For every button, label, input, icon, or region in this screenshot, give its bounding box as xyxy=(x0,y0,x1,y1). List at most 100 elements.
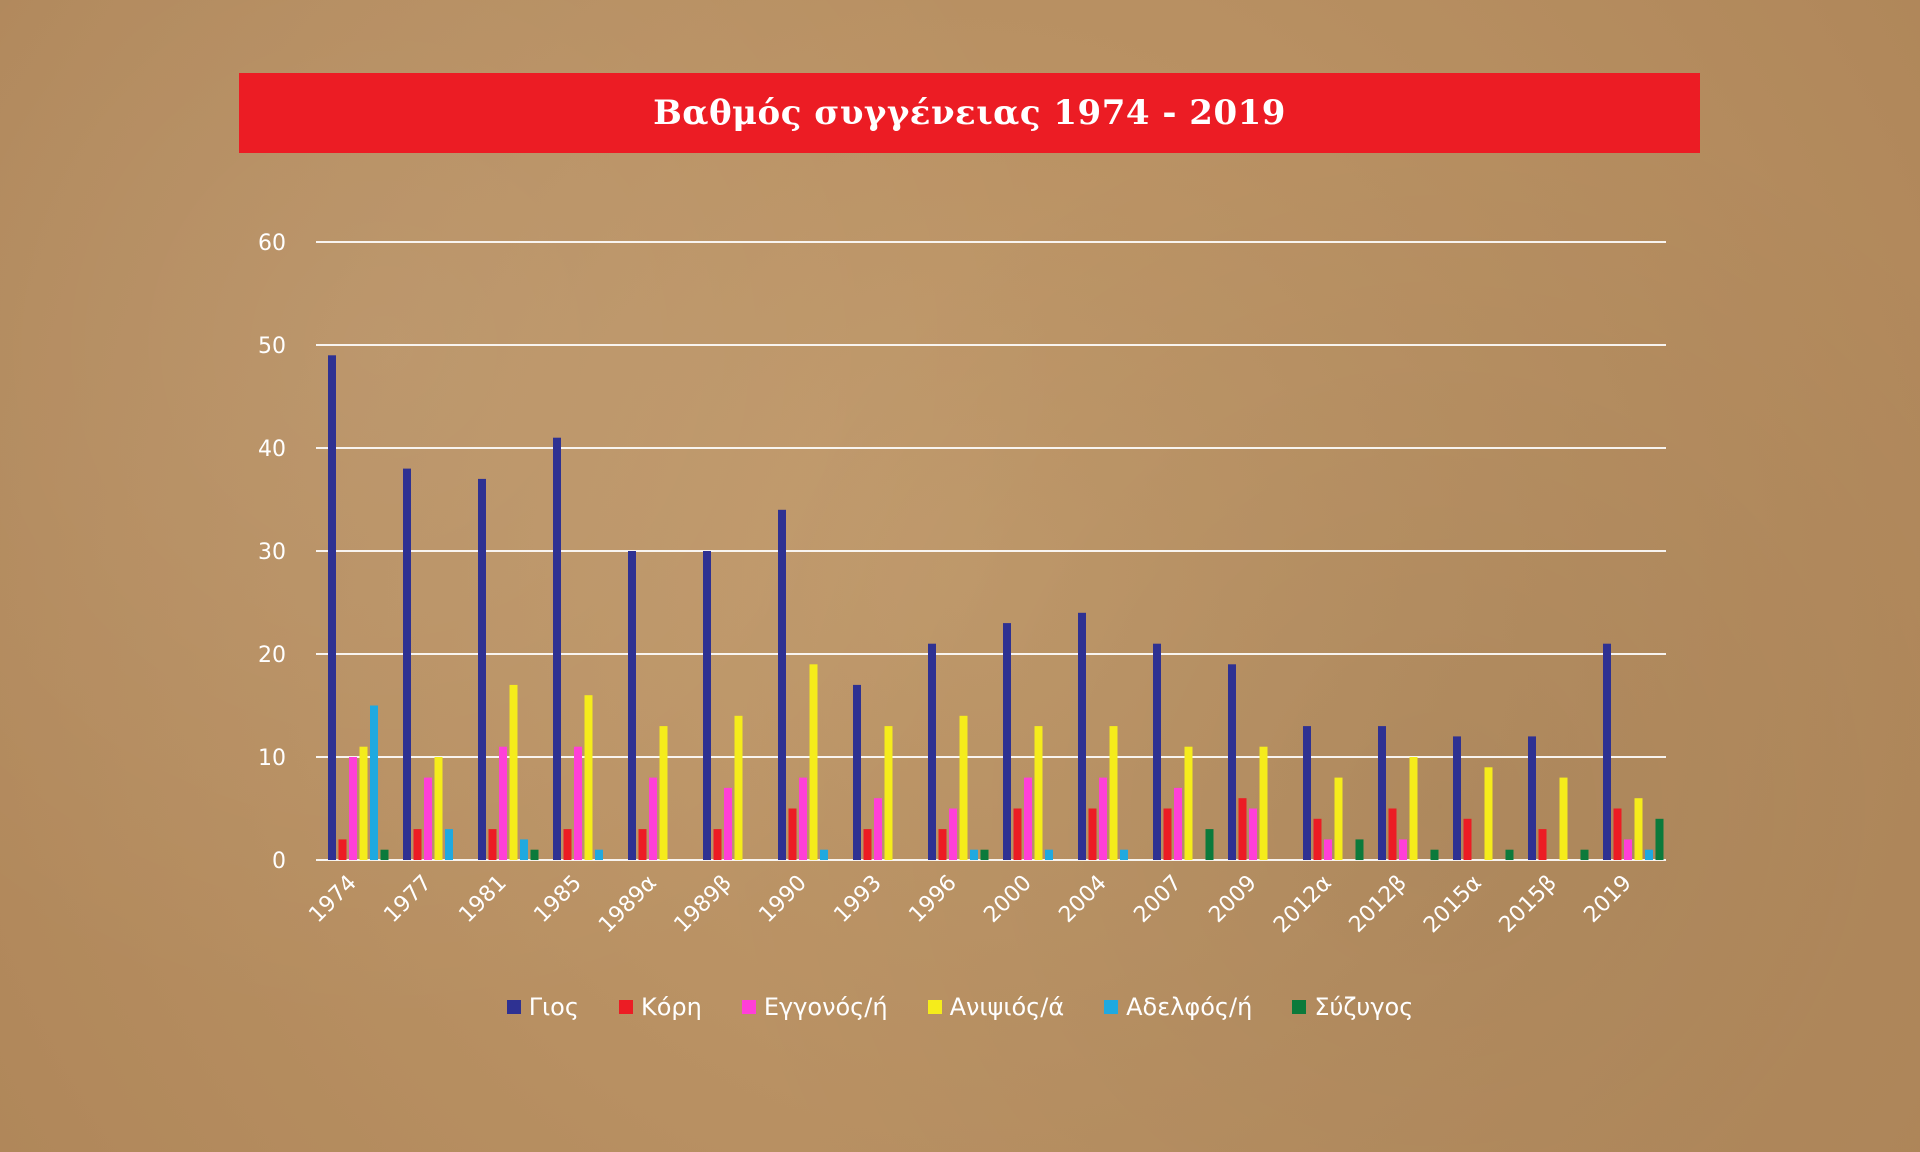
y-tick-label: 30 xyxy=(258,540,286,565)
bar-Σύζυγος xyxy=(1430,849,1439,860)
x-tick-label: 2012β xyxy=(1345,871,1412,938)
x-tick-label: 1981 xyxy=(454,871,511,928)
bar-Γιος xyxy=(778,509,786,860)
x-tick-label: 2004 xyxy=(1054,871,1111,928)
bar-Κόρη xyxy=(413,829,422,860)
bar-Γιος xyxy=(1078,612,1086,860)
x-tick-label: 2019 xyxy=(1579,871,1636,928)
bar-Σύζυγος xyxy=(1655,818,1664,860)
legend-swatch xyxy=(1104,1000,1119,1014)
chart-legend: Γιος Κόρη Εγγονός/ή Ανιψιός/ά Αδελφός/ή Σύζυγ… xyxy=(0,993,1920,1021)
bar-Ανιψιός/ά xyxy=(1334,777,1343,860)
x-tick-label: 1977 xyxy=(379,871,436,928)
x-tick-label: 2007 xyxy=(1129,871,1186,928)
y-tick-label: 50 xyxy=(258,334,286,359)
bar-Ανιψιός/ά xyxy=(509,684,518,860)
bar-Γιος xyxy=(1603,643,1611,860)
bar-Κόρη xyxy=(713,829,722,860)
x-tick-label: 1989β xyxy=(670,871,737,938)
title-banner: Βαθμός συγγένειας 1974 - 2019 xyxy=(239,73,1700,153)
bar-Εγγονός/ή xyxy=(349,757,357,860)
bar-Κόρη xyxy=(488,829,497,860)
bar-Αδελφός/ή xyxy=(1045,849,1053,860)
bar-Ανιψιός/ά xyxy=(1259,746,1268,860)
bar-Εγγονός/ή xyxy=(949,808,957,860)
bar-Αδελφός/ή xyxy=(970,849,978,860)
bar-Κόρη xyxy=(638,829,647,860)
legend-swatch xyxy=(1292,1000,1307,1014)
bar-Σύζυγος xyxy=(530,849,539,860)
x-tick-label: 2000 xyxy=(979,871,1036,928)
bar-Κόρη xyxy=(1388,808,1397,860)
bar-Κόρη xyxy=(1013,808,1022,860)
bar-Ανιψιός/ά xyxy=(1634,798,1643,860)
bar-Σύζυγος xyxy=(1205,829,1214,860)
bar-Γιος xyxy=(928,643,936,860)
bar-Γιος xyxy=(703,551,711,860)
bar-Γιος xyxy=(328,355,336,860)
bar-Εγγονός/ή xyxy=(1624,839,1632,860)
bar-Εγγονός/ή xyxy=(1324,839,1332,860)
bar-Ανιψιός/ά xyxy=(1409,757,1418,860)
x-tick-label: 1993 xyxy=(829,871,886,928)
bar-Εγγονός/ή xyxy=(799,777,807,860)
bar-Σύζυγος xyxy=(1355,839,1364,860)
bar-Ανιψιός/ά xyxy=(1109,726,1118,860)
bar-Εγγονός/ή xyxy=(1174,787,1182,860)
bar-Ανιψιός/ά xyxy=(659,726,668,860)
legend-swatch xyxy=(927,1000,942,1014)
bar-Ανιψιός/ά xyxy=(884,726,893,860)
legend-swatch xyxy=(741,1000,756,1014)
bar-Γιος xyxy=(1378,726,1386,860)
bar-Αδελφός/ή xyxy=(370,705,378,860)
bar-Εγγονός/ή xyxy=(499,746,507,860)
legend-label: Ανιψιός/ά xyxy=(949,993,1065,1021)
bar-Εγγονός/ή xyxy=(424,777,432,860)
bar-Αδελφός/ή xyxy=(820,849,828,860)
legend-item: Εγγονός/ή xyxy=(741,993,888,1021)
y-tick-label: 60 xyxy=(258,231,286,256)
bar-Εγγονός/ή xyxy=(574,746,582,860)
bar-Κόρη xyxy=(788,808,797,860)
bar-Εγγονός/ή xyxy=(874,798,882,860)
bar-Ανιψιός/ά xyxy=(584,695,593,860)
legend-label: Κόρη xyxy=(640,993,702,1021)
bar-Κόρη xyxy=(1238,798,1247,860)
bar-Γιος xyxy=(478,478,486,860)
bar-Γιος xyxy=(403,468,411,860)
bar-Γιος xyxy=(1153,643,1161,860)
bar-Κόρη xyxy=(938,829,947,860)
y-tick-label: 40 xyxy=(258,437,286,462)
bar-Ανιψιός/ά xyxy=(809,664,818,860)
legend-item: Κόρη xyxy=(618,993,702,1021)
bar-Αδελφός/ή xyxy=(595,849,603,860)
bar-Κόρη xyxy=(1313,818,1322,860)
bar-Γιος xyxy=(1228,664,1236,860)
x-tick-label: 2015β xyxy=(1495,871,1562,938)
bar-Ανιψιός/ά xyxy=(734,715,743,860)
bar-Γιος xyxy=(553,437,561,860)
bar-Ανιψιός/ά xyxy=(1034,726,1043,860)
chart-title: Βαθμός συγγένειας 1974 - 2019 xyxy=(653,93,1286,133)
bar-Κόρη xyxy=(1163,808,1172,860)
bar-Εγγονός/ή xyxy=(1399,839,1407,860)
bar-Σύζυγος xyxy=(380,849,389,860)
legend-swatch xyxy=(618,1000,633,1014)
bar-Εγγονός/ή xyxy=(724,787,732,860)
bar-Ανιψιός/ά xyxy=(1559,777,1568,860)
x-tick-label: 1996 xyxy=(904,871,961,928)
bar-Αδελφός/ή xyxy=(1120,849,1128,860)
x-tick-label: 2009 xyxy=(1204,871,1261,928)
bar-Σύζυγος xyxy=(1580,849,1589,860)
x-tick-label: 1990 xyxy=(754,871,811,928)
legend-item: Σύζυγος xyxy=(1292,993,1413,1021)
bar-Γιος xyxy=(1303,726,1311,860)
bar-Ανιψιός/ά xyxy=(1484,767,1493,860)
legend-label: Γιος xyxy=(528,993,579,1021)
bar-Κόρη xyxy=(338,839,347,860)
legend-item: Γιος xyxy=(506,993,579,1021)
y-tick-label: 20 xyxy=(258,643,286,668)
bar-Ανιψιός/ά xyxy=(1184,746,1193,860)
bar-Εγγονός/ή xyxy=(1099,777,1107,860)
